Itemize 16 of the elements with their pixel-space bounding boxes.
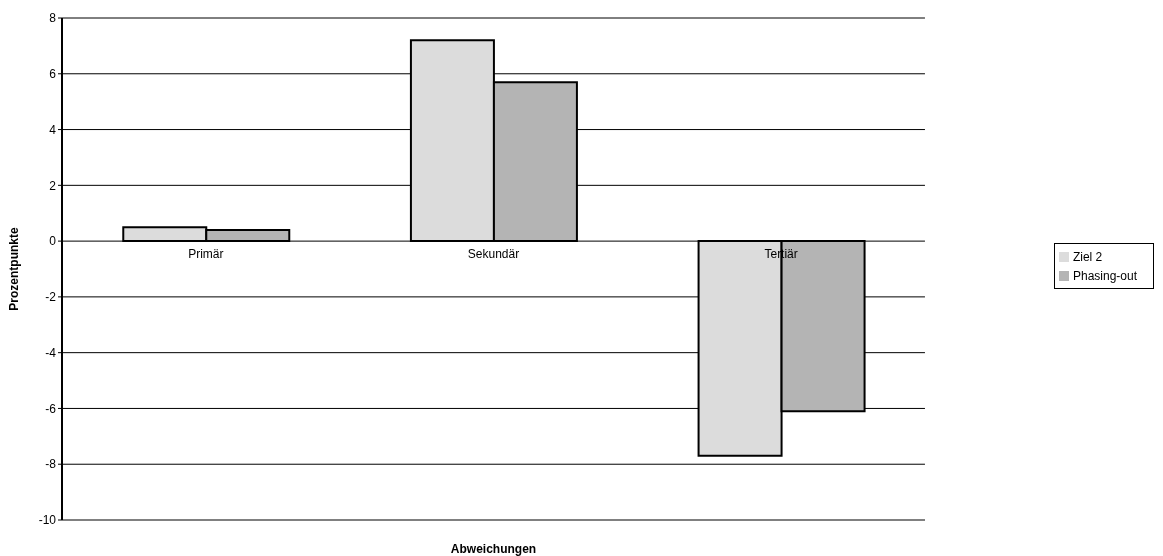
y-tick-label: 6 (49, 67, 57, 82)
y-tick-label: 8 (49, 11, 57, 26)
y-tick-label: -10 (38, 513, 57, 528)
y-tick-label: 2 (49, 178, 57, 193)
x-tick-label: Primär (188, 247, 224, 262)
y-tick-label: -2 (45, 290, 57, 305)
y-tick-label: 4 (49, 122, 57, 137)
x-tick-label: Sekundär (467, 247, 520, 262)
y-tick-label: 0 (49, 234, 57, 249)
y-axis-title: Prozentpunkte (7, 227, 22, 311)
y-tick-label: -8 (45, 457, 57, 472)
legend-label: Phasing-out (1072, 269, 1137, 283)
y-tick-label: -4 (45, 345, 57, 360)
legend-label: Ziel 2 (1072, 250, 1103, 264)
y-tick-label: -6 (45, 401, 57, 416)
x-axis-title: Abweichungen (450, 542, 537, 556)
